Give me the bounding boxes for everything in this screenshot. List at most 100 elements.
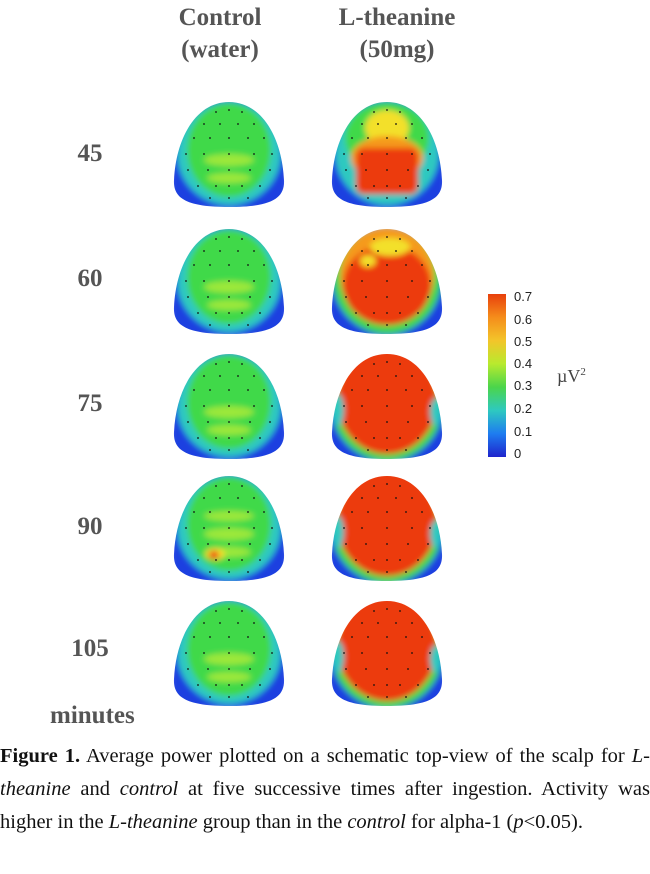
electrode-marker <box>271 652 273 654</box>
electrode-marker <box>386 280 388 282</box>
electrode-marker <box>405 389 407 391</box>
electrode-marker <box>386 361 388 363</box>
electrode-marker <box>427 421 429 423</box>
colorbar-tick: 0.6 <box>514 312 533 327</box>
electrode-marker <box>209 696 211 698</box>
colorbar-tick: 0.7 <box>514 289 533 304</box>
electrode-marker <box>386 264 388 266</box>
column-header-control: Control (water) <box>155 2 285 66</box>
electrode-marker <box>237 497 239 499</box>
electrode-marker <box>185 527 187 529</box>
electrode-marker <box>411 250 413 252</box>
electrode-marker <box>343 405 345 407</box>
electrode-marker <box>411 497 413 499</box>
electrode-marker <box>386 559 388 561</box>
electrode-marker <box>386 197 388 199</box>
electrode-marker <box>203 280 205 282</box>
electrode-marker <box>421 511 423 513</box>
colorbar-tick: 0.2 <box>514 401 533 416</box>
electrode-marker <box>203 622 205 624</box>
electrode-marker <box>193 389 195 391</box>
electrode-marker <box>228 527 230 529</box>
electrode-marker <box>386 137 388 139</box>
colorbar-tick: 0.1 <box>514 424 533 439</box>
electrode-marker <box>351 137 353 139</box>
electrode-marker <box>361 622 363 624</box>
electrode-marker <box>228 324 230 326</box>
electrode-marker <box>271 405 273 407</box>
electrode-marker <box>241 485 243 487</box>
electrode-marker <box>209 197 211 199</box>
electrode-marker <box>367 636 369 638</box>
electrode-marker <box>215 238 217 240</box>
electrode-marker <box>197 684 199 686</box>
scalp-map-theanine <box>328 98 446 210</box>
colorbar-unit-exponent: 2 <box>580 366 586 378</box>
electrode-marker <box>253 405 255 407</box>
electrode-marker <box>386 236 388 238</box>
electrode-marker <box>228 153 230 155</box>
figure-label: Figure 1. <box>0 745 81 767</box>
electrode-marker <box>386 511 388 513</box>
electrode-marker <box>343 153 345 155</box>
electrode-marker <box>203 123 205 125</box>
electrode-marker <box>215 610 217 612</box>
electrode-marker <box>421 636 423 638</box>
column-header-control-line1: Control <box>178 4 262 31</box>
time-label-60: 60 <box>77 265 103 292</box>
electrode-marker <box>228 421 230 423</box>
electrode-marker <box>405 636 407 638</box>
electrode-marker <box>219 250 221 252</box>
electrode-marker <box>228 608 230 610</box>
scalp-map-control <box>170 98 288 210</box>
electrode-marker <box>386 296 388 298</box>
electrode-marker <box>253 280 255 282</box>
electrode-marker <box>247 636 249 638</box>
electrode-marker <box>417 312 419 314</box>
column-header-theanine: L-theanine (50mg) <box>312 2 482 66</box>
electrode-marker <box>386 608 388 610</box>
electrode-marker <box>193 137 195 139</box>
electrode-marker <box>361 405 363 407</box>
electrode-marker <box>351 264 353 266</box>
electrode-marker <box>373 312 375 314</box>
electrode-marker <box>405 511 407 513</box>
electrode-marker <box>373 684 375 686</box>
electrode-marker <box>345 543 347 545</box>
electrode-marker <box>365 169 367 171</box>
electrode-marker <box>355 185 357 187</box>
electrode-marker <box>386 543 388 545</box>
electrode-marker <box>405 264 407 266</box>
electrode-marker <box>187 543 189 545</box>
time-unit-label: minutes <box>50 702 135 729</box>
electrode-marker <box>207 543 209 545</box>
electrode-marker <box>228 449 230 451</box>
electrode-marker <box>263 636 265 638</box>
column-header-theanine-line1: L-theanine <box>338 4 456 31</box>
electrode-marker <box>197 312 199 314</box>
time-label-105: 105 <box>71 635 109 662</box>
electrode-marker <box>345 296 347 298</box>
electrode-marker <box>249 296 251 298</box>
electrode-marker <box>197 185 199 187</box>
electrode-marker <box>386 668 388 670</box>
electrode-marker <box>386 324 388 326</box>
electrode-marker <box>263 389 265 391</box>
electrode-marker <box>405 324 407 326</box>
electrode-marker <box>367 449 369 451</box>
electrode-marker <box>386 571 388 573</box>
electrode-marker <box>355 559 357 561</box>
electrode-marker <box>417 185 419 187</box>
electrode-marker <box>386 449 388 451</box>
electrode-marker <box>247 137 249 139</box>
electrode-marker <box>373 485 375 487</box>
column-header-control-line2: (water) <box>181 36 259 63</box>
electrode-marker <box>351 389 353 391</box>
electrode-marker <box>399 610 401 612</box>
electrode-marker <box>361 123 363 125</box>
electrode-marker <box>207 169 209 171</box>
electrode-marker <box>207 296 209 298</box>
electrode-marker <box>263 511 265 513</box>
electrode-marker <box>411 405 413 407</box>
electrode-marker <box>395 375 397 377</box>
